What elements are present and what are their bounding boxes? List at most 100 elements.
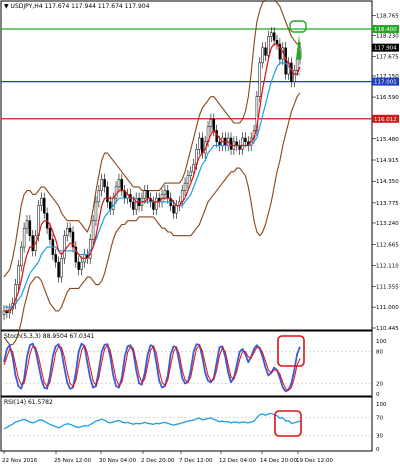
- candle-body: [31, 235, 34, 252]
- candle-body: [209, 118, 213, 127]
- candle-body: [17, 265, 20, 285]
- stoch-tick-label: 20: [376, 381, 383, 387]
- level-label-box: [372, 114, 399, 123]
- price-tick-label: 115.480: [376, 137, 399, 143]
- bollinger-lower-band: [3, 92, 301, 346]
- rsi-tick-label: 70: [376, 416, 383, 422]
- stoch-signal-line: [3, 344, 301, 391]
- time-tick-label: 22 Nov 2016: [2, 458, 38, 464]
- candle-body: [48, 227, 52, 240]
- candle-body: [295, 58, 299, 71]
- rsi-highlight-annotation: [274, 410, 302, 437]
- target-circle-annotation: [289, 20, 307, 33]
- moving-average-red: [4, 43, 301, 312]
- candle-body: [103, 179, 106, 188]
- candle-body: [183, 182, 187, 191]
- price-chart-title: ▼ USDJPY,H4 117.674 117.944 117.674 117.…: [4, 3, 149, 10]
- current-price-box: [372, 43, 399, 52]
- price-tick-label: 114.915: [376, 158, 399, 164]
- level-label: 117.001: [374, 80, 397, 86]
- candle-body: [175, 205, 178, 214]
- candle-body: [63, 235, 66, 259]
- price-tick-label: 112.110: [376, 263, 399, 269]
- price-tick-label: 111.000: [376, 305, 399, 311]
- candle-body: [40, 197, 43, 206]
- price-tick-label: 112.665: [376, 243, 399, 249]
- candle-body: [60, 258, 63, 278]
- candle-body: [54, 254, 57, 263]
- candle-body: [155, 197, 158, 210]
- candle-body: [77, 261, 80, 270]
- time-tick-label: 14 Dec 20:00: [260, 458, 297, 464]
- candle-body: [244, 137, 247, 143]
- candle-body: [28, 220, 32, 236]
- time-tick-label: 2 Dec 20:00: [141, 458, 175, 464]
- candle-body: [57, 261, 60, 278]
- candle-body: [152, 201, 155, 210]
- rsi-tick-label: 30: [376, 434, 383, 440]
- price-tick-label: 110.445: [376, 326, 399, 332]
- candle-body: [25, 220, 29, 229]
- up-arrow-icon: [296, 34, 301, 60]
- candle-body: [97, 190, 101, 203]
- candle-body: [258, 62, 262, 97]
- level-label-box: [372, 25, 399, 34]
- price-tick-label: 117.150: [376, 74, 399, 80]
- moving-average-blue: [4, 62, 300, 308]
- candle-body: [71, 231, 75, 248]
- candle-body: [293, 70, 296, 82]
- price-tick-label: 118.230: [376, 33, 399, 39]
- candle-body: [42, 197, 46, 214]
- level-label: 118.400: [374, 27, 397, 33]
- candle-body: [201, 137, 204, 154]
- candle-body: [132, 201, 135, 210]
- stoch-title: Stoch(5,3,3) 88.9504 67.0341: [4, 333, 95, 340]
- symbol-label: USDJPY,H4: [10, 3, 43, 10]
- rsi-line: [3, 412, 301, 430]
- candle-body: [189, 171, 193, 176]
- price-tick-label: 116.590: [376, 95, 399, 101]
- rsi-tick-label: 0: [376, 447, 380, 453]
- candle-body: [278, 43, 282, 60]
- candle-body: [212, 118, 216, 131]
- time-tick-label: 12 Dec 04:00: [219, 458, 256, 464]
- candle-body: [270, 32, 273, 37]
- rsi-title: RSI(14) 61.5782: [4, 399, 53, 406]
- candle-body: [65, 227, 69, 236]
- stoch-tick-label: 0: [376, 392, 380, 398]
- candle-body: [100, 179, 103, 191]
- candle-body: [143, 190, 147, 199]
- candle-body: [114, 186, 118, 199]
- price-tick-label: 114.350: [376, 179, 399, 185]
- candle-body: [74, 246, 78, 263]
- candle-body: [272, 32, 276, 41]
- candle-body: [22, 227, 26, 248]
- stoch-tick-label: 80: [376, 350, 383, 356]
- candle-body: [19, 246, 23, 267]
- candle-body: [264, 47, 267, 56]
- candle-body: [238, 145, 241, 150]
- candle-body: [172, 205, 175, 214]
- candle-body: [290, 62, 293, 82]
- rsi-tick-label: 100: [376, 402, 387, 408]
- candle-body: [91, 220, 95, 240]
- candle-body: [106, 186, 109, 203]
- candle-body: [68, 227, 72, 233]
- time-tick-label: 7 Dec 12:00: [179, 458, 213, 464]
- time-tick-label: 19 Dec 12:00: [296, 458, 333, 464]
- candle-body: [241, 137, 244, 150]
- candle-body: [163, 190, 167, 195]
- price-tick-label: 113.775: [376, 201, 399, 207]
- stoch-panel: [0, 330, 373, 397]
- candle-body: [192, 164, 195, 173]
- price-tick-label: 117.675: [376, 54, 399, 60]
- candle-body: [166, 190, 170, 199]
- time-tick-label: 25 Nov 12:00: [54, 458, 92, 464]
- candle-body: [146, 190, 149, 199]
- symbol-arrow-icon: ▼: [4, 3, 9, 10]
- level-label-box: [372, 77, 399, 86]
- current-price-label: 117.904: [374, 46, 397, 52]
- rsi-panel: [0, 396, 373, 452]
